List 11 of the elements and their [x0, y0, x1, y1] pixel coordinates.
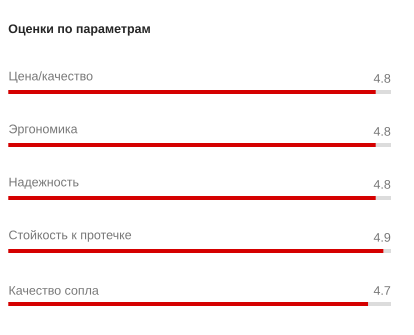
- y-tick-label: Эргономика: [9, 124, 78, 136]
- y-tick-label: Цена/качество: [10, 71, 92, 83]
- y-tick-label: Надежность: [10, 178, 79, 189]
- data-label: 4.8: [374, 180, 390, 189]
- data-label: 4.8: [374, 74, 390, 83]
- data-label: 4.9: [374, 232, 390, 242]
- y-tick-label: Качество сопла: [10, 286, 99, 295]
- chart-title: Оценки по параметрам: [8, 24, 150, 36]
- y-tick-label: Стойкость к протечке: [9, 230, 132, 242]
- data-label: 4.7: [374, 286, 390, 295]
- data-label: 4.8: [374, 126, 390, 136]
